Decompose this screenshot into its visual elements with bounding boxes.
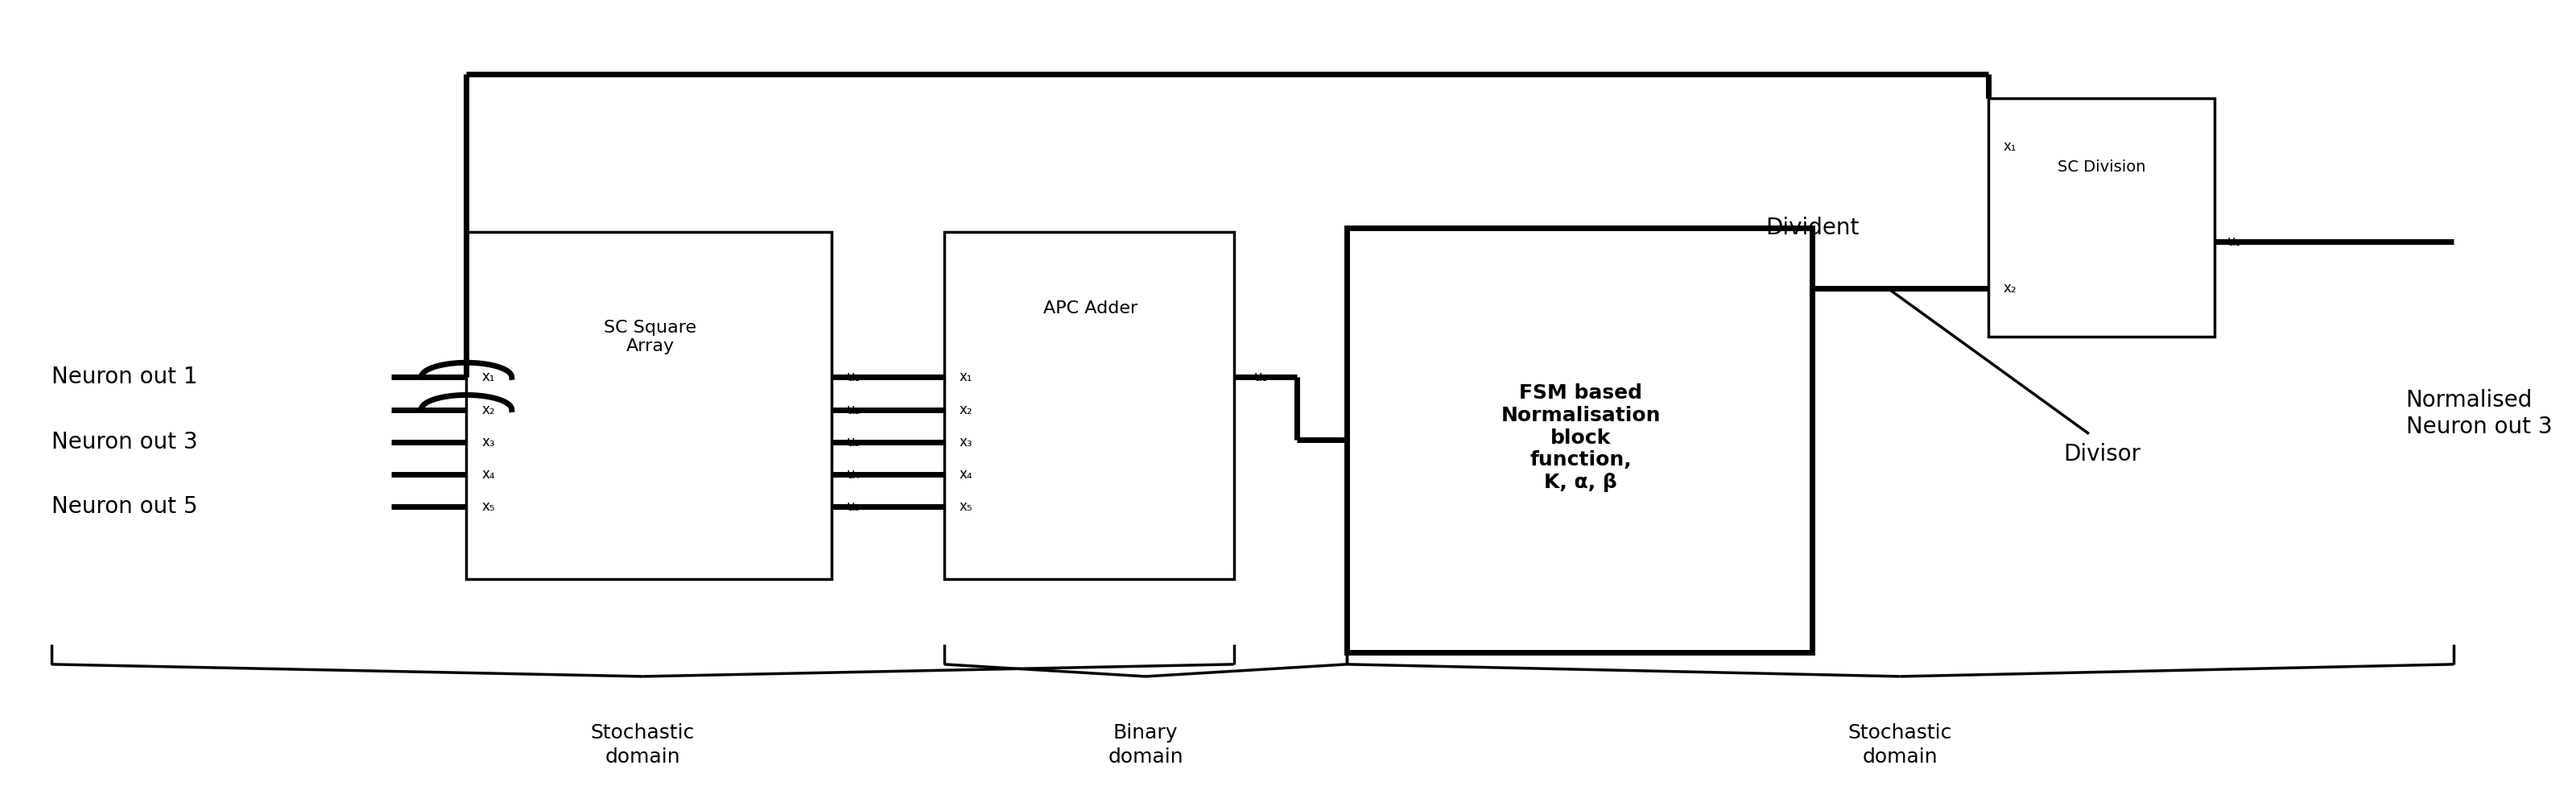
Text: APC Adder: APC Adder [1043, 300, 1139, 316]
Text: domain: domain [1862, 748, 1937, 767]
Text: Binary: Binary [1113, 723, 1177, 743]
Text: Neuron out 3: Neuron out 3 [52, 431, 198, 453]
Text: x₁: x₁ [482, 370, 495, 384]
Text: x₂: x₂ [958, 402, 974, 417]
Text: u₅: u₅ [848, 500, 860, 514]
Text: x₄: x₄ [958, 467, 974, 482]
FancyBboxPatch shape [466, 232, 832, 579]
Text: Neuron out 1: Neuron out 1 [52, 366, 198, 388]
Text: domain: domain [1108, 748, 1182, 767]
Text: x₅: x₅ [958, 500, 974, 514]
Text: Neuron out 5: Neuron out 5 [52, 496, 198, 518]
Text: domain: domain [605, 748, 680, 767]
Text: Divident: Divident [1765, 217, 1860, 239]
Text: SC Square
Array: SC Square Array [603, 320, 696, 354]
Text: x₄: x₄ [482, 467, 495, 482]
FancyBboxPatch shape [1989, 98, 2215, 337]
Text: Divisor: Divisor [2063, 443, 2141, 466]
Text: u₃: u₃ [848, 435, 860, 449]
Text: u₁: u₁ [1255, 370, 1267, 384]
Text: x₁: x₁ [2004, 139, 2017, 154]
FancyBboxPatch shape [1347, 228, 1811, 652]
Text: x₁: x₁ [958, 370, 974, 384]
Text: x₃: x₃ [482, 435, 495, 449]
Text: SC Division: SC Division [2058, 159, 2146, 174]
FancyBboxPatch shape [945, 232, 1234, 579]
Text: FSM based
Normalisation
block
function,
K, α, β: FSM based Normalisation block function, … [1502, 384, 1662, 492]
Text: x₃: x₃ [958, 435, 974, 449]
Text: Normalised
Neuron out 3: Normalised Neuron out 3 [2406, 389, 2553, 438]
Text: u₄: u₄ [848, 467, 860, 482]
Text: u₂: u₂ [848, 402, 860, 417]
Text: Stochastic: Stochastic [1847, 723, 1953, 743]
Text: x₂: x₂ [2004, 281, 2017, 295]
Text: Stochastic: Stochastic [590, 723, 696, 743]
Text: x₂: x₂ [482, 402, 495, 417]
Text: x₅: x₅ [482, 500, 495, 514]
Text: u₁: u₁ [848, 370, 860, 384]
Text: u₁: u₁ [2228, 234, 2241, 249]
